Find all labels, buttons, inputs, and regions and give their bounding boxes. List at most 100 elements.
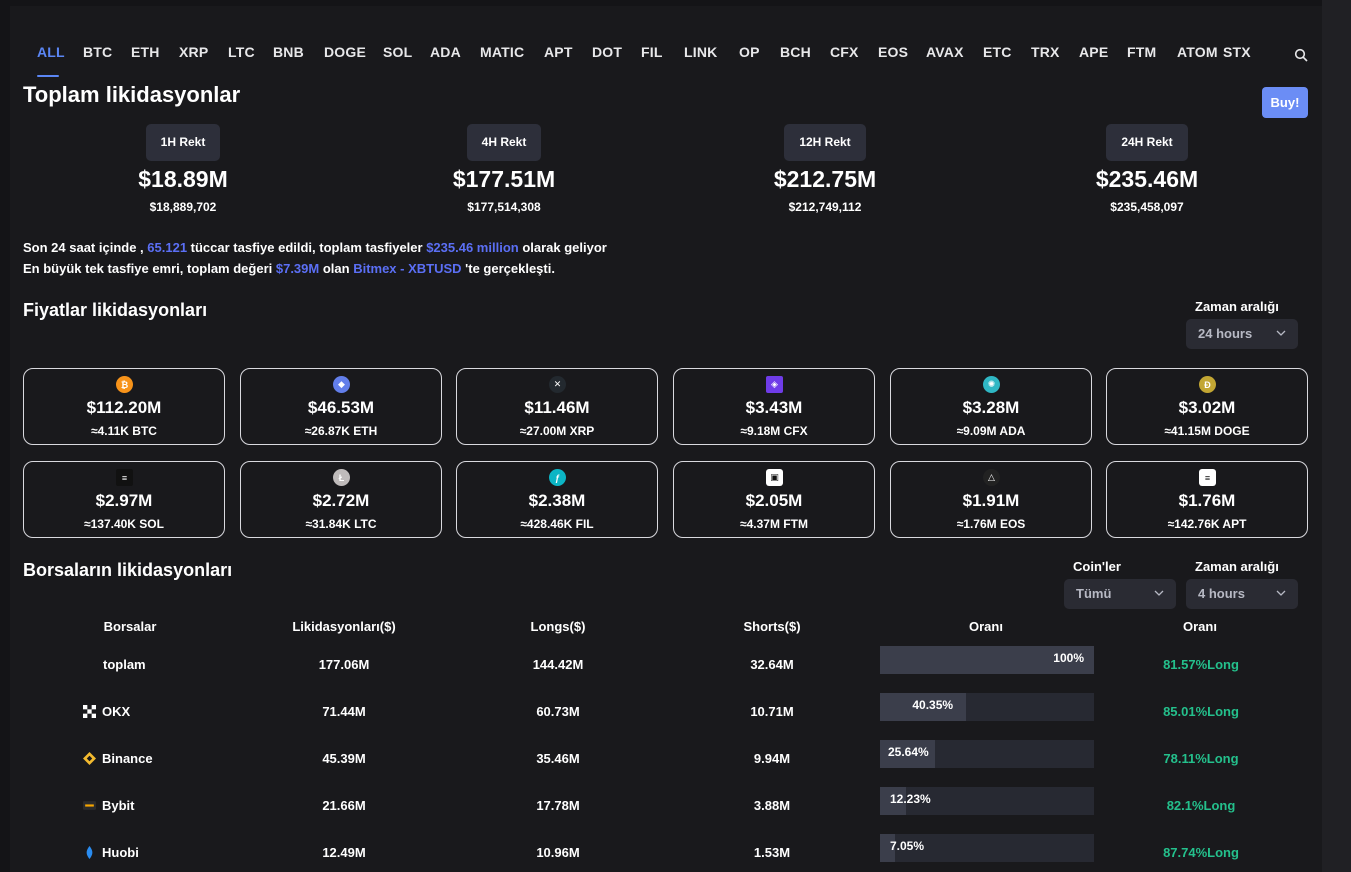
tab-stx[interactable]: STX: [1223, 44, 1251, 60]
coin-card[interactable]: ◈ $3.43M ≈9.18M CFX: [673, 368, 875, 445]
tab-op[interactable]: OP: [739, 44, 760, 60]
tab-link[interactable]: LINK: [684, 44, 718, 60]
tab-all[interactable]: ALL: [37, 44, 65, 60]
rekt-exact-value: $177,514,308: [467, 200, 541, 214]
tab-sol[interactable]: SOL: [383, 44, 413, 60]
table-header: Longs($): [530, 619, 586, 634]
tab-ape[interactable]: APE: [1079, 44, 1109, 60]
table-header: Shorts($): [743, 619, 801, 634]
tab-dot[interactable]: DOT: [592, 44, 623, 60]
time-range-label: Zaman aralığı: [1195, 559, 1279, 574]
table-header: Oranı: [1183, 619, 1217, 634]
coin-card[interactable]: ₿ $112.20M ≈4.11K BTC: [23, 368, 225, 445]
coins-select[interactable]: Tümü: [1064, 579, 1176, 609]
tab-btc[interactable]: BTC: [83, 44, 113, 60]
largest-order-value: $7.39M: [275, 261, 320, 276]
tab-cfx[interactable]: CFX: [830, 44, 859, 60]
tab-xrp[interactable]: XRP: [179, 44, 209, 60]
coin-card[interactable]: ✺ $3.28M ≈9.09M ADA: [890, 368, 1092, 445]
share-bar: 12.23%: [880, 787, 1094, 815]
coin-liquidation-value: $1.76M: [1178, 491, 1236, 510]
exchange-name[interactable]: OKX: [83, 704, 130, 719]
huobi-logo-icon: [86, 846, 93, 859]
coin-liquidation-quantity: ≈9.09M ADA: [956, 424, 1026, 438]
share-bar: 25.64%: [880, 740, 1094, 768]
coin-card[interactable]: Ł $2.72M ≈31.84K LTC: [240, 461, 442, 538]
coin-card[interactable]: ▣ $2.05M ≈4.37M FTM: [673, 461, 875, 538]
tab-trx[interactable]: TRX: [1031, 44, 1060, 60]
share-bar-fill: [880, 693, 967, 721]
tab-avax[interactable]: AVAX: [926, 44, 964, 60]
ada-icon: ✺: [983, 376, 1000, 393]
rekt-period-button[interactable]: 4H Rekt: [466, 124, 542, 161]
tab-atom[interactable]: ATOM: [1177, 44, 1218, 60]
xrp-icon: ✕: [549, 376, 566, 393]
select-value: 4 hours: [1198, 586, 1245, 601]
coin-card[interactable]: ✕ $11.46M ≈27.00M XRP: [456, 368, 658, 445]
exchange-label: toplam: [103, 657, 146, 672]
rekt-block: 24H Rekt $235.46M $235,458,097: [1027, 124, 1267, 214]
coin-liquidation-value: $2.38M: [528, 491, 586, 510]
chevron-down-icon: [1276, 590, 1286, 596]
coin-card[interactable]: Đ $3.02M ≈41.15M DOGE: [1106, 368, 1308, 445]
long-ratio: 85.01%Long: [1163, 704, 1239, 719]
doge-icon: Đ: [1199, 376, 1216, 393]
tab-bch[interactable]: BCH: [780, 44, 811, 60]
tab-fil[interactable]: FIL: [641, 44, 663, 60]
eth-icon: ◆: [333, 376, 350, 393]
coin-liquidation-value: $2.97M: [95, 491, 153, 510]
rekt-period-button[interactable]: 24H Rekt: [1106, 124, 1188, 161]
share-bar-fill: [880, 834, 896, 862]
tab-ftm[interactable]: FTM: [1127, 44, 1157, 60]
coin-liquidation-quantity: ≈1.76M EOS: [956, 517, 1026, 531]
coin-card[interactable]: ◆ $46.53M ≈26.87K ETH: [240, 368, 442, 445]
price-time-range-select[interactable]: 24 hours: [1186, 319, 1298, 349]
coin-card[interactable]: ≡ $1.76M ≈142.76K APT: [1106, 461, 1308, 538]
summary-text: En büyük tek tasfiye emri, toplam değeri: [23, 261, 276, 276]
long-ratio: 78.11%Long: [1163, 751, 1239, 766]
tab-ltc[interactable]: LTC: [228, 44, 255, 60]
coin-card[interactable]: △ $1.91M ≈1.76M EOS: [890, 461, 1092, 538]
exchange-name[interactable]: Binance: [83, 751, 153, 766]
rekt-period-button[interactable]: 1H Rekt: [145, 124, 221, 161]
tab-doge[interactable]: DOGE: [324, 44, 367, 60]
rekt-value: $212.75M: [773, 166, 877, 192]
tab-eos[interactable]: EOS: [878, 44, 909, 60]
share-label: 25.64%: [888, 745, 929, 759]
search-icon[interactable]: [1294, 48, 1308, 62]
coin-liquidation-quantity: ≈9.18M CFX: [740, 424, 808, 438]
coin-card[interactable]: ≡ $2.97M ≈137.40K SOL: [23, 461, 225, 538]
page-title: Toplam likidasyonlar: [23, 82, 241, 107]
exchange-name[interactable]: Huobi: [83, 845, 139, 860]
tab-etc[interactable]: ETC: [983, 44, 1012, 60]
apt-icon: ≡: [1199, 469, 1216, 486]
exchange-label: Huobi: [102, 845, 139, 860]
largest-order-market[interactable]: Bitmex - XBTUSD: [353, 261, 462, 276]
buy-button[interactable]: Buy!: [1262, 87, 1308, 118]
summary-text: Son 24 saat içinde ,: [23, 240, 148, 255]
exchange-time-range-select[interactable]: 4 hours: [1186, 579, 1298, 609]
rekt-value: $177.51M: [452, 166, 556, 192]
tab-apt[interactable]: APT: [544, 44, 573, 60]
share-label: 40.35%: [912, 698, 954, 712]
tab-eth[interactable]: ETH: [131, 44, 160, 60]
coin-card[interactable]: ƒ $2.38M ≈428.46K FIL: [456, 461, 658, 538]
tab-bnb[interactable]: BNB: [273, 44, 304, 60]
share-label: 7.05%: [890, 839, 925, 853]
coin-liquidation-quantity: ≈4.37M FTM: [740, 517, 808, 531]
rekt-period-button[interactable]: 12H Rekt: [784, 124, 866, 161]
table-cell-shorts: 10.71M: [750, 704, 794, 719]
scrollbar-track[interactable]: [1322, 0, 1351, 872]
exchange-name[interactable]: Bybit: [83, 798, 135, 813]
tab-matic[interactable]: MATIC: [480, 44, 525, 60]
tab-ada[interactable]: ADA: [430, 44, 461, 60]
traders-count: 65.121: [147, 240, 188, 255]
ftm-icon: ▣: [766, 469, 783, 486]
long-ratio: 81.57%Long: [1163, 657, 1239, 672]
share-label: 12.23%: [890, 792, 931, 806]
exchange-name[interactable]: toplam: [103, 657, 146, 672]
summary-text: 'te gerçekleşti.: [461, 261, 555, 276]
coin-liquidation-quantity: ≈137.40K SOL: [84, 517, 164, 531]
ltc-icon: Ł: [333, 469, 350, 486]
rekt-value: $18.89M: [138, 166, 228, 192]
